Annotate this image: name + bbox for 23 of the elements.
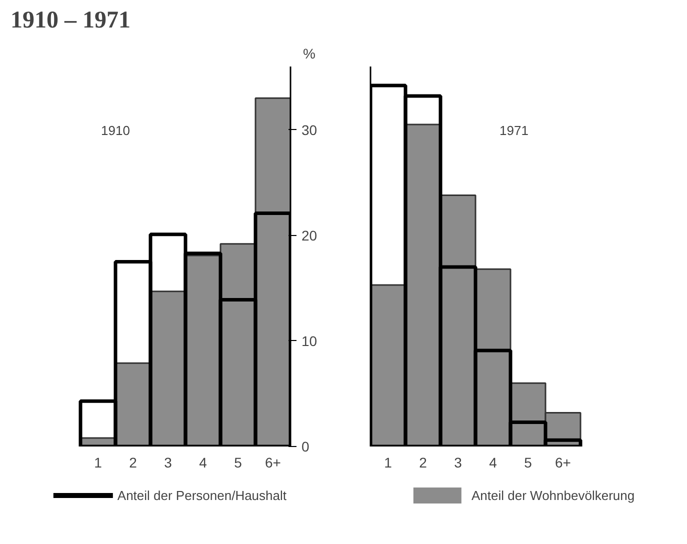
x-tick-label: 3 [454, 454, 462, 470]
y-tick-label: 30 [302, 122, 318, 138]
y-tick-label: 20 [302, 227, 318, 244]
y-tick-label: 0 [302, 438, 310, 454]
x-tick-label: 2 [129, 454, 138, 470]
x-tick-label: 1 [94, 454, 102, 470]
x-tick-label: 2 [419, 454, 428, 470]
legend-label: Anteil der Wohnbevölkerung [472, 488, 635, 502]
text: 1910 [101, 122, 130, 138]
x-tick-label: 6+ [265, 454, 281, 470]
legend-label: Anteil der Personen/Haushalt [117, 488, 287, 502]
x-tick-label: 1 [384, 454, 392, 470]
chart-title: 1910 – 1971 [10, 8, 130, 34]
bar [254, 97, 290, 446]
x-tick-label: 4 [199, 454, 208, 470]
x-tick-label: 5 [234, 454, 242, 470]
y-axis-title: % [303, 46, 316, 62]
x-tick-label: 3 [164, 454, 172, 470]
y-tick-label: 10 [302, 332, 318, 349]
text: 1971 [500, 122, 528, 138]
x-tick-label: 6+ [555, 454, 571, 470]
x-tick-label: 4 [489, 454, 498, 470]
x-tick-label: 5 [524, 454, 532, 470]
